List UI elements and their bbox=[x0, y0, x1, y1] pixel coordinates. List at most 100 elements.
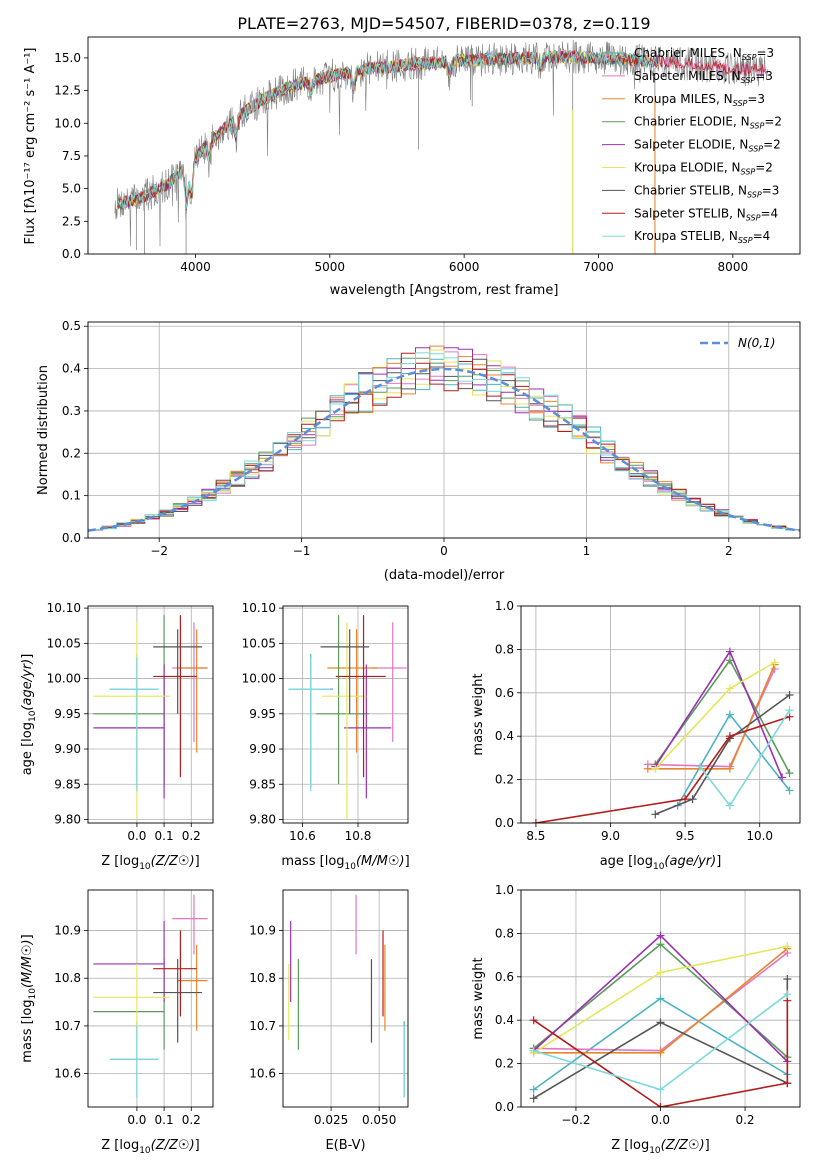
weight-marker bbox=[656, 1048, 665, 1057]
y-tick-label: 9.95 bbox=[54, 707, 81, 721]
y-tick-label: 0.6 bbox=[495, 970, 514, 984]
y-axis-label: mass weight bbox=[471, 673, 486, 755]
legend-entry: Chabrier MILES, NSSP=3 bbox=[634, 46, 774, 62]
model-spectrum-line bbox=[117, 50, 659, 210]
y-tick-label: 9.80 bbox=[249, 812, 276, 826]
weight-marker bbox=[681, 795, 690, 804]
age-vs-Z-frame bbox=[87, 605, 214, 824]
x-tick-label: 0.025 bbox=[314, 1113, 348, 1127]
y-tick-label: 9.85 bbox=[249, 777, 276, 791]
weight-vs-age-frame bbox=[520, 605, 801, 824]
x-tick-label: −0.2 bbox=[561, 1113, 590, 1127]
mass-vs-ebv-axes: 0.025 0.050 10.6 10.7 10.8 10.9 bbox=[249, 890, 408, 1127]
age-vs-mass-errorbars bbox=[288, 615, 407, 820]
legend-entry: N(0,1) bbox=[738, 336, 775, 350]
x-tick-label: 0.2 bbox=[182, 1113, 201, 1127]
x-tick-label: 10.8 bbox=[345, 829, 372, 843]
age-vs-Z-axes: 0.0 0.1 0.2 9.80 9.85 9.90 9.95 10.00 10.05 10.10 bbox=[47, 601, 213, 843]
legend-entry: Chabrier ELODIE, NSSP=2 bbox=[634, 115, 782, 131]
x-tick-label: 8.5 bbox=[526, 829, 545, 843]
weight-marker bbox=[696, 762, 705, 771]
y-tick-label: 10.00 bbox=[47, 672, 81, 686]
y-tick-label: 0.8 bbox=[495, 926, 514, 940]
spectrum-axes: 4000 5000 6000 7000 8000 0.0 2.5 5.0 7.5 10.0 12.5… bbox=[54, 51, 748, 274]
x-tick-label: −2 bbox=[150, 544, 168, 558]
weight-marker bbox=[529, 1085, 538, 1094]
y-tick-label: 10.10 bbox=[242, 601, 276, 615]
weight-vs-Z-lines bbox=[529, 931, 792, 1107]
y-tick-label: 0.4 bbox=[62, 362, 81, 376]
histogram-steps bbox=[88, 345, 800, 532]
weight-line bbox=[533, 1000, 789, 1107]
x-tick-label: −1 bbox=[293, 544, 311, 558]
weight-line bbox=[535, 715, 790, 823]
legend-entry: Kroupa ELODIE, NSSP=2 bbox=[634, 161, 773, 177]
weight-vs-Z-frame bbox=[520, 889, 801, 1108]
weight-marker bbox=[656, 1103, 665, 1107]
y-tick-label: 10.8 bbox=[54, 971, 81, 985]
y-tick-label: 0.6 bbox=[495, 686, 514, 700]
weight-marker bbox=[529, 1016, 538, 1025]
y-tick-label: 10.00 bbox=[242, 672, 276, 686]
mass-vs-Z-axes: 0.0 0.1 0.2 10.6 10.7 10.8 10.9 bbox=[54, 890, 213, 1127]
y-tick-label: 10.6 bbox=[54, 1067, 81, 1081]
x-axis-label: E(B-V) bbox=[325, 1138, 365, 1153]
figure-title: PLATE=2763, MJD=54507, FIBERID=0378, z=0… bbox=[237, 14, 650, 33]
weight-marker bbox=[783, 974, 792, 983]
x-tick-label: 2 bbox=[725, 544, 733, 558]
age-vs-mass-frame bbox=[282, 605, 409, 824]
weight-marker bbox=[725, 801, 734, 810]
y-tick-label: 0.4 bbox=[495, 729, 514, 743]
y-tick-label: 10.10 bbox=[47, 601, 81, 615]
legend-entry: Salpeter MILES, NSSP=3 bbox=[634, 69, 773, 85]
weight-marker bbox=[785, 690, 794, 699]
histogram-series bbox=[88, 352, 800, 531]
legend-entry: Chabrier STELIB, NSSP=3 bbox=[634, 183, 779, 199]
x-tick-label: 4000 bbox=[180, 260, 211, 274]
legend-entry: Kroupa MILES, NSSP=3 bbox=[634, 92, 765, 108]
weight-marker bbox=[656, 968, 665, 977]
x-tick-label: 0.2 bbox=[735, 1113, 754, 1127]
normal-curve bbox=[88, 367, 800, 532]
y-tick-label: 10.05 bbox=[47, 636, 81, 650]
x-tick-label: 6000 bbox=[449, 260, 480, 274]
weight-marker bbox=[643, 764, 652, 773]
x-tick-label: 0.2 bbox=[182, 829, 201, 843]
weight-marker bbox=[656, 1085, 665, 1094]
weight-marker bbox=[785, 706, 794, 715]
x-axis-label: Z [log10(Z/Z☉)] bbox=[101, 854, 199, 872]
y-tick-label: 7.5 bbox=[62, 149, 81, 163]
x-tick-label: 7000 bbox=[583, 260, 614, 274]
weight-marker bbox=[783, 1079, 792, 1088]
y-tick-label: 9.80 bbox=[54, 812, 81, 826]
weight-marker bbox=[785, 786, 794, 795]
mass-vs-Z-errorbars bbox=[93, 894, 208, 1098]
mass-vs-ebv-errorbars bbox=[288, 894, 405, 1098]
x-axis-label: Z [log10(Z/Z☉)] bbox=[611, 1138, 709, 1156]
weight-marker bbox=[531, 819, 540, 823]
y-tick-label: 10.7 bbox=[54, 1019, 81, 1033]
y-tick-label: 9.95 bbox=[249, 707, 276, 721]
y-axis-label: mass weight bbox=[471, 957, 486, 1039]
x-axis-label: age [log10(age/yr)] bbox=[600, 854, 722, 872]
x-tick-label: 0.1 bbox=[155, 1113, 174, 1127]
y-tick-label: 9.90 bbox=[249, 742, 276, 756]
y-tick-label: 0.8 bbox=[495, 642, 514, 656]
weight-marker bbox=[783, 942, 792, 951]
y-tick-label: 0.3 bbox=[62, 404, 81, 418]
y-tick-label: 0.0 bbox=[495, 1100, 514, 1114]
weight-marker bbox=[725, 656, 734, 665]
x-axis-label: wavelength [Angstrom, rest frame] bbox=[330, 283, 559, 298]
y-tick-label: 10.7 bbox=[249, 1019, 276, 1033]
weight-marker bbox=[656, 1018, 665, 1027]
y-axis-label: age [log10(age/yr)] bbox=[20, 654, 38, 776]
mass-vs-ebv-frame bbox=[282, 889, 409, 1108]
x-axis-label: Z [log10(Z/Z☉)] bbox=[101, 1138, 199, 1156]
y-axis-label: Flux [fλ10⁻¹⁷ erg cm⁻² s⁻¹ A⁻¹] bbox=[23, 48, 38, 245]
y-tick-label: 1.0 bbox=[495, 883, 514, 897]
weight-marker bbox=[725, 647, 734, 656]
x-tick-label: 9.0 bbox=[601, 829, 620, 843]
y-tick-label: 0.2 bbox=[62, 446, 81, 460]
y-tick-label: 0.0 bbox=[62, 531, 81, 545]
x-tick-label: 0.050 bbox=[362, 1113, 396, 1127]
